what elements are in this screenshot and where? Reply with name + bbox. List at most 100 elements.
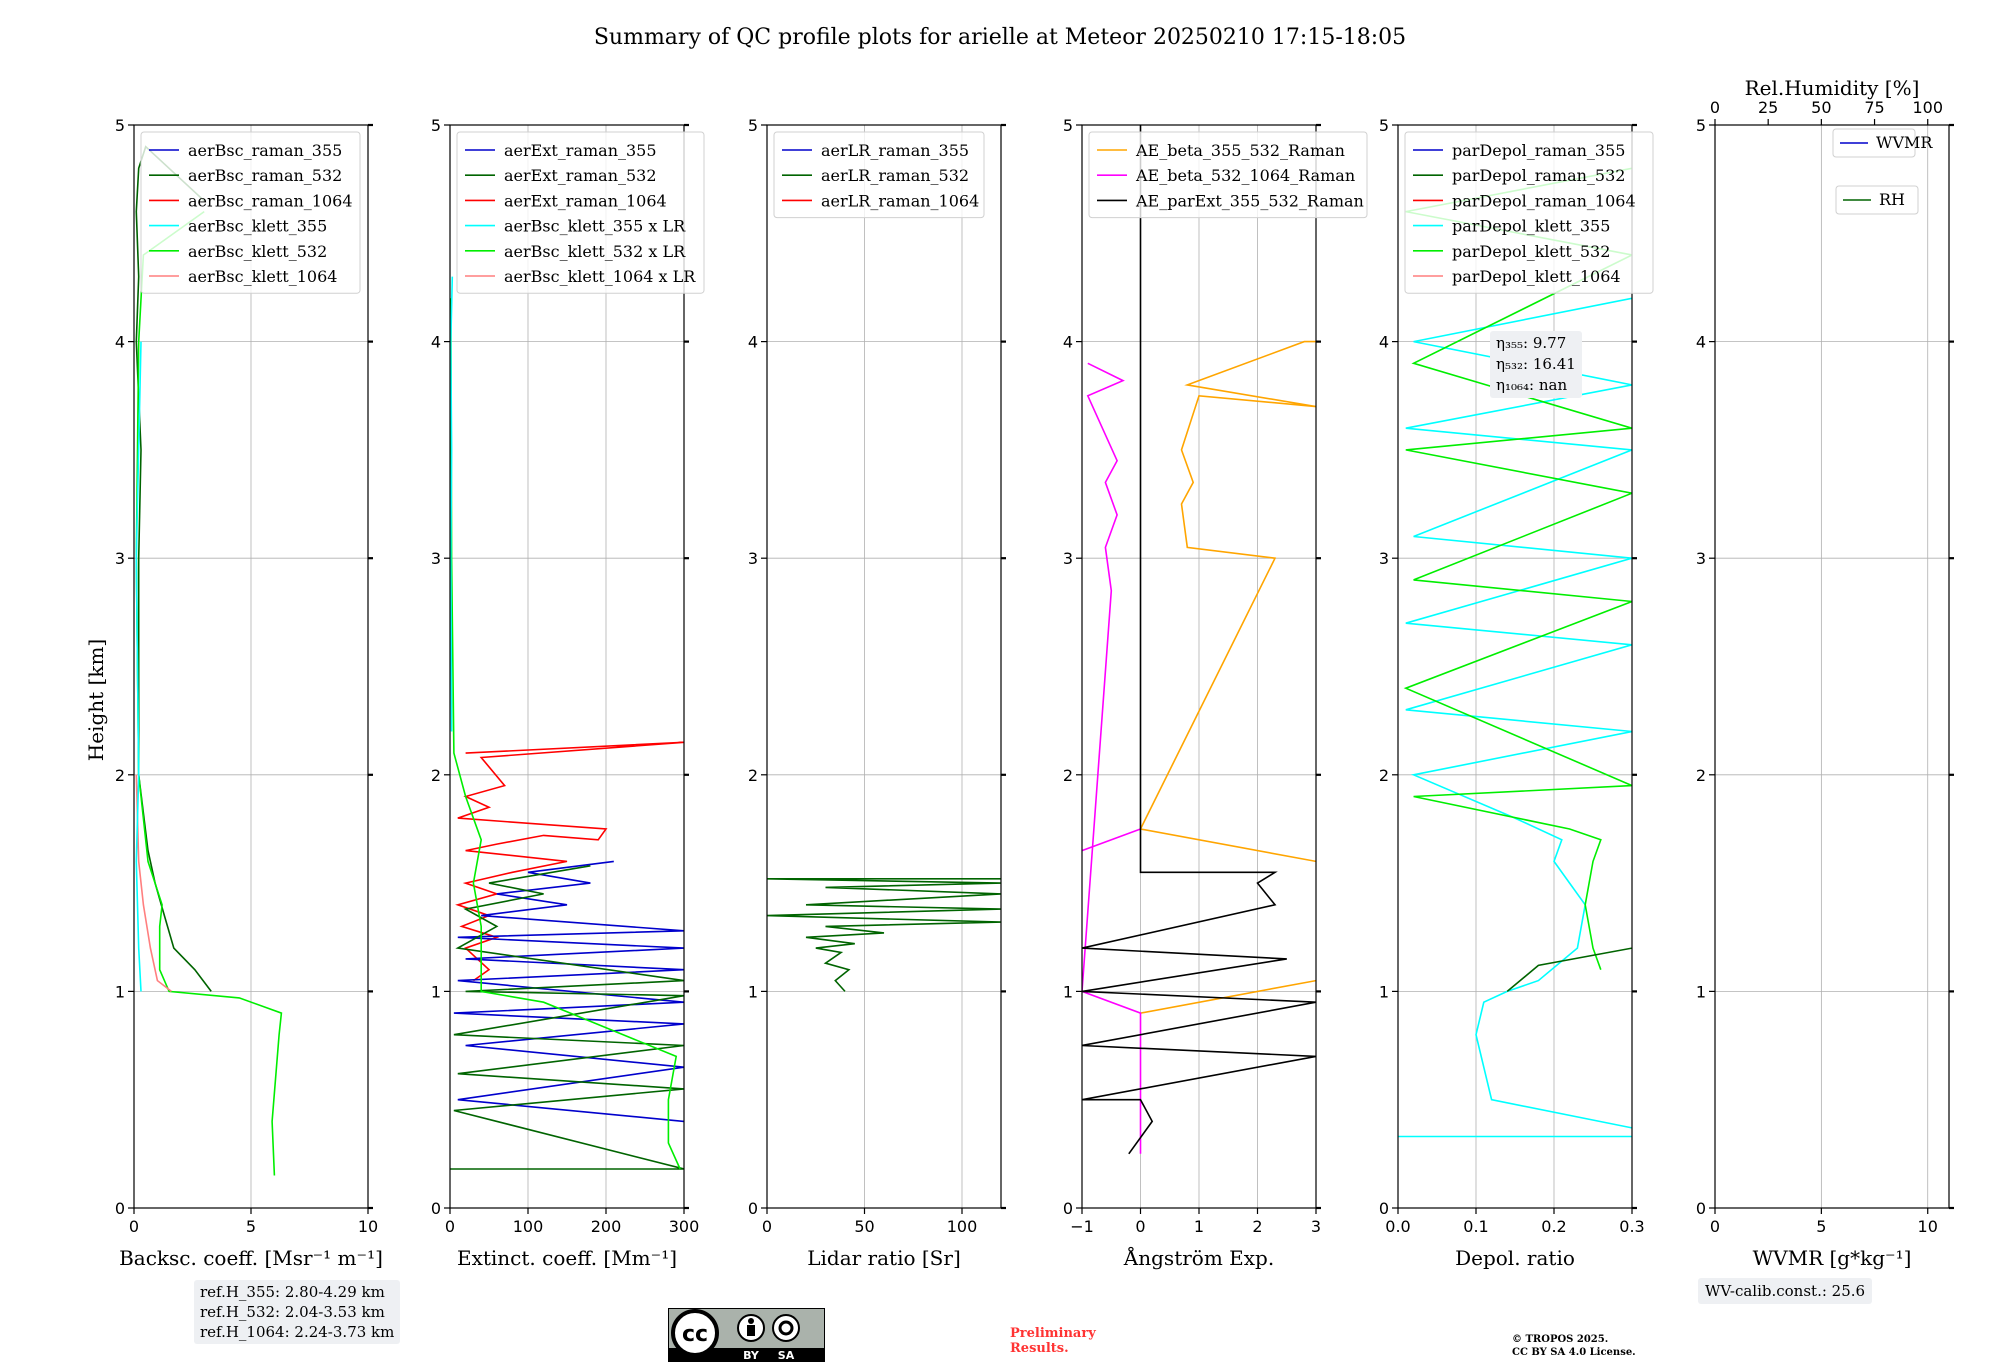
x2-tick-label: 75 [1864,98,1884,117]
axes-frame [1397,124,1633,1209]
x-tick-label: 0 [1710,1217,1720,1236]
y-tick-label: 4 [748,333,758,352]
x-axis-label: WVMR [g*kg⁻¹] [1753,1246,1912,1270]
legend-label: aerBsc_klett_355 [188,217,327,236]
legend-label: aerExt_raman_532 [504,166,657,185]
eta-355: η₃₅₅: 9.77 [1496,334,1567,352]
legend-label: aerBsc_klett_1064 [188,267,337,286]
series-AE_beta_355_532_Raman [1139,340,1316,863]
sa-share-icon [772,1314,800,1342]
series-aerBsc_raman_532 [135,145,212,992]
copyright-line-2: CC BY SA 4.0 License. [1512,1347,1636,1358]
series-group [1398,167,1632,1138]
y-tick-label: 0 [431,1199,441,1218]
series-group [767,877,1001,992]
x-axis-label: Lidar ratio [Sr] [807,1246,961,1270]
axes-frame [766,124,1002,1209]
x-tick-label: 100 [513,1217,544,1236]
ref-height-1064: ref.H_1064: 2.24-3.73 km [200,1323,395,1341]
series-AE_beta_532_1064_Raman [1082,362,1142,1154]
y-tick-label: 4 [1063,333,1073,352]
x-tick-label: 0.3 [1619,1217,1644,1236]
x-axis-label: Backsc. coeff. [Msr⁻¹ m⁻¹] [119,1246,383,1270]
copyright-note: © TROPOS 2025. CC BY SA 4.0 License. [1512,1333,1636,1359]
y-tick-label: 2 [1063,766,1073,785]
legend-label: aerExt_raman_1064 [504,191,667,210]
series-parDepol_klett_355 [1405,297,1632,1129]
x-tick-label: 100 [947,1217,978,1236]
legend-label: parDepol_raman_1064 [1452,191,1636,210]
series-AE_beta_355_532_Raman_low [1140,979,1316,1014]
y-axis-label: Height [km] [84,639,108,761]
x-tick-label: 200 [591,1217,622,1236]
x-tick-label: −1 [1070,1217,1094,1236]
legend-label: parDepol_klett_1064 [1452,267,1621,286]
x-tick-label: 3 [1311,1217,1321,1236]
y-tick-label: 2 [1379,766,1389,785]
cc-text: cc [682,1322,708,1347]
x-tick-label: 1 [1194,1217,1204,1236]
eta-532: η₅₃₂: 16.41 [1496,355,1576,373]
legend-label: aerBsc_raman_1064 [188,191,353,210]
y-tick-label: 4 [1379,333,1389,352]
legend-label: aerLR_raman_532 [821,166,969,185]
legend-label: RH [1879,190,1905,209]
cc-icon [671,1309,719,1357]
x-axis-label: Ångström Exp. [1123,1245,1274,1270]
legend-label: parDepol_raman_355 [1452,141,1625,160]
legend-label: aerBsc_klett_532 [188,242,327,261]
y-tick-label: 0 [748,1199,758,1218]
legend-box [456,131,705,294]
series-group [450,276,684,1170]
x-tick-label: 10 [1918,1217,1938,1236]
panel-depolarization: 0.0 0.1 0.2 0.3 0 1 2 3 4 5 Depol. ratio parDepol_r… [1379,116,1654,1270]
y-tick-label: 0 [1696,1199,1706,1218]
y-tick-label: 5 [748,116,758,135]
y-tick-label: 1 [115,982,125,1001]
y-tick-label: 1 [431,982,441,1001]
y-tick-label: 2 [1696,766,1706,785]
legend-label: aerLR_raman_1064 [821,191,979,210]
y-tick-label: 5 [1379,116,1389,135]
legend-box [1835,185,1919,215]
preliminary-results-note: Preliminary Results. [1010,1326,1096,1356]
legend-label: aerExt_raman_355 [504,141,657,160]
wv-calibration-constant: WV-calib.const.: 25.6 [1705,1282,1866,1300]
series-aerExt_raman_355 [453,860,684,1123]
legend-label: parDepol_raman_532 [1452,166,1625,185]
y-tick-label: 3 [1063,549,1073,568]
y-tick-label: 5 [115,116,125,135]
x-tick-label: 0.0 [1385,1217,1410,1236]
y-tick-label: 5 [431,116,441,135]
series-aerBsc_klett_532 x LR [450,298,681,1170]
x-tick-label: 0 [762,1217,772,1236]
figure-title: Summary of QC profile plots for arielle … [594,25,1406,50]
series-aerBsc_klett_1064 [135,774,172,993]
legend-label: aerBsc_klett_532 x LR [504,242,686,261]
series-parDepol_raman_532 [1506,947,1632,993]
wv-calibration-box: WV-calib.const.: 25.6 [1698,1278,1873,1304]
y-tick-label: 1 [748,982,758,1001]
x2-tick-label: 100 [1912,98,1943,117]
y-tick-label: 1 [1379,982,1389,1001]
x-tick-label: 50 [854,1217,874,1236]
preliminary-line-1: Preliminary [1010,1326,1096,1341]
ref-height-532: ref.H_532: 2.04-3.53 km [200,1303,385,1321]
legend-box [140,131,361,294]
series-aerBsc_klett_355 [135,341,142,992]
eta-box: η₃₅₅: 9.77 η₅₃₂: 16.41 η₁₀₆₄: nan [1490,331,1582,398]
x2-tick-label: 0 [1710,98,1720,117]
y-tick-label: 0 [115,1199,125,1218]
x-tick-label: 0 [445,1217,455,1236]
y-tick-label: 5 [1696,116,1706,135]
y-tick-label: 3 [1379,549,1389,568]
x-tick-label: 300 [669,1217,700,1236]
legend-label: parDepol_klett_355 [1452,217,1610,236]
legend-box [1088,131,1368,219]
x-tick-label: 0.1 [1463,1217,1488,1236]
y-tick-label: 0 [1379,1199,1389,1218]
x2-tick-label: 25 [1758,98,1778,117]
y-tick-label: 1 [1063,982,1073,1001]
series-group [1082,125,1316,1155]
x-tick-label: 10 [358,1217,378,1236]
